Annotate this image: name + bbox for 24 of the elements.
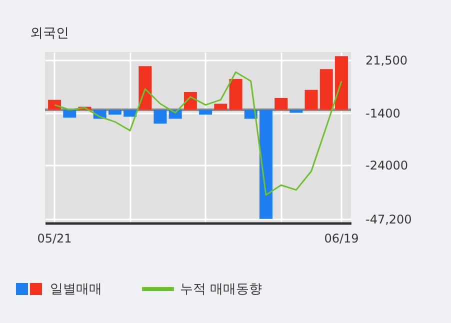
bar [154,110,167,124]
legend-label: 누적 매매동향 [180,281,262,298]
bar [63,110,76,118]
bar [199,110,212,115]
y-tick-label: -24000 [366,158,408,173]
bar [320,69,333,110]
legend-label: 일별매매 [50,281,102,298]
y-tick-label: -47,200 [366,212,412,226]
bar [214,104,228,110]
bar [290,110,303,113]
y-tick-label: 21,500 [366,54,408,68]
line-series [54,71,342,196]
bar [274,98,288,110]
bar [138,66,152,110]
y-tick-label: -1400 [366,106,400,121]
x-tick-label: 06/19 [324,232,359,246]
bar [48,100,62,110]
bar [334,56,348,110]
chart-title: 외국인 [30,25,69,42]
bar [229,79,242,110]
bar [259,110,272,219]
bar [304,90,318,110]
bar [108,110,122,115]
x-tick-label: 05/21 [37,232,72,246]
